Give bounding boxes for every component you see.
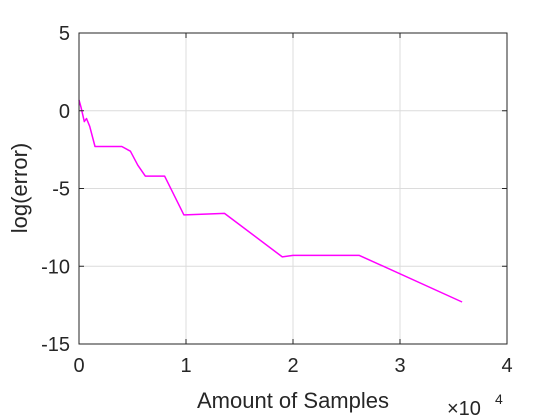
series-layer bbox=[78, 99, 463, 303]
y-axis-label: log(error) bbox=[7, 143, 32, 233]
y-tick-label: -10 bbox=[41, 256, 70, 278]
ticks: 0 1 2 3 4 5 0 -5 -10 -15 bbox=[41, 23, 512, 377]
x-axis-multiplier-exponent: 4 bbox=[495, 391, 503, 407]
series-line-0 bbox=[78, 99, 463, 303]
x-tick-label: 0 bbox=[73, 355, 84, 377]
y-tick-label: 5 bbox=[59, 23, 70, 45]
x-tick-label: 1 bbox=[180, 355, 191, 377]
y-tick-label: 0 bbox=[59, 101, 70, 123]
grid bbox=[79, 33, 507, 344]
x-axis-multiplier: ×10 bbox=[447, 398, 481, 420]
x-tick-label: 3 bbox=[394, 355, 405, 377]
y-tick-label: -5 bbox=[52, 179, 70, 201]
y-tick-label: -15 bbox=[41, 334, 70, 356]
x-axis-label: Amount of Samples bbox=[197, 388, 389, 413]
x-tick-label: 4 bbox=[501, 355, 512, 377]
x-tick-label: 2 bbox=[287, 355, 298, 377]
